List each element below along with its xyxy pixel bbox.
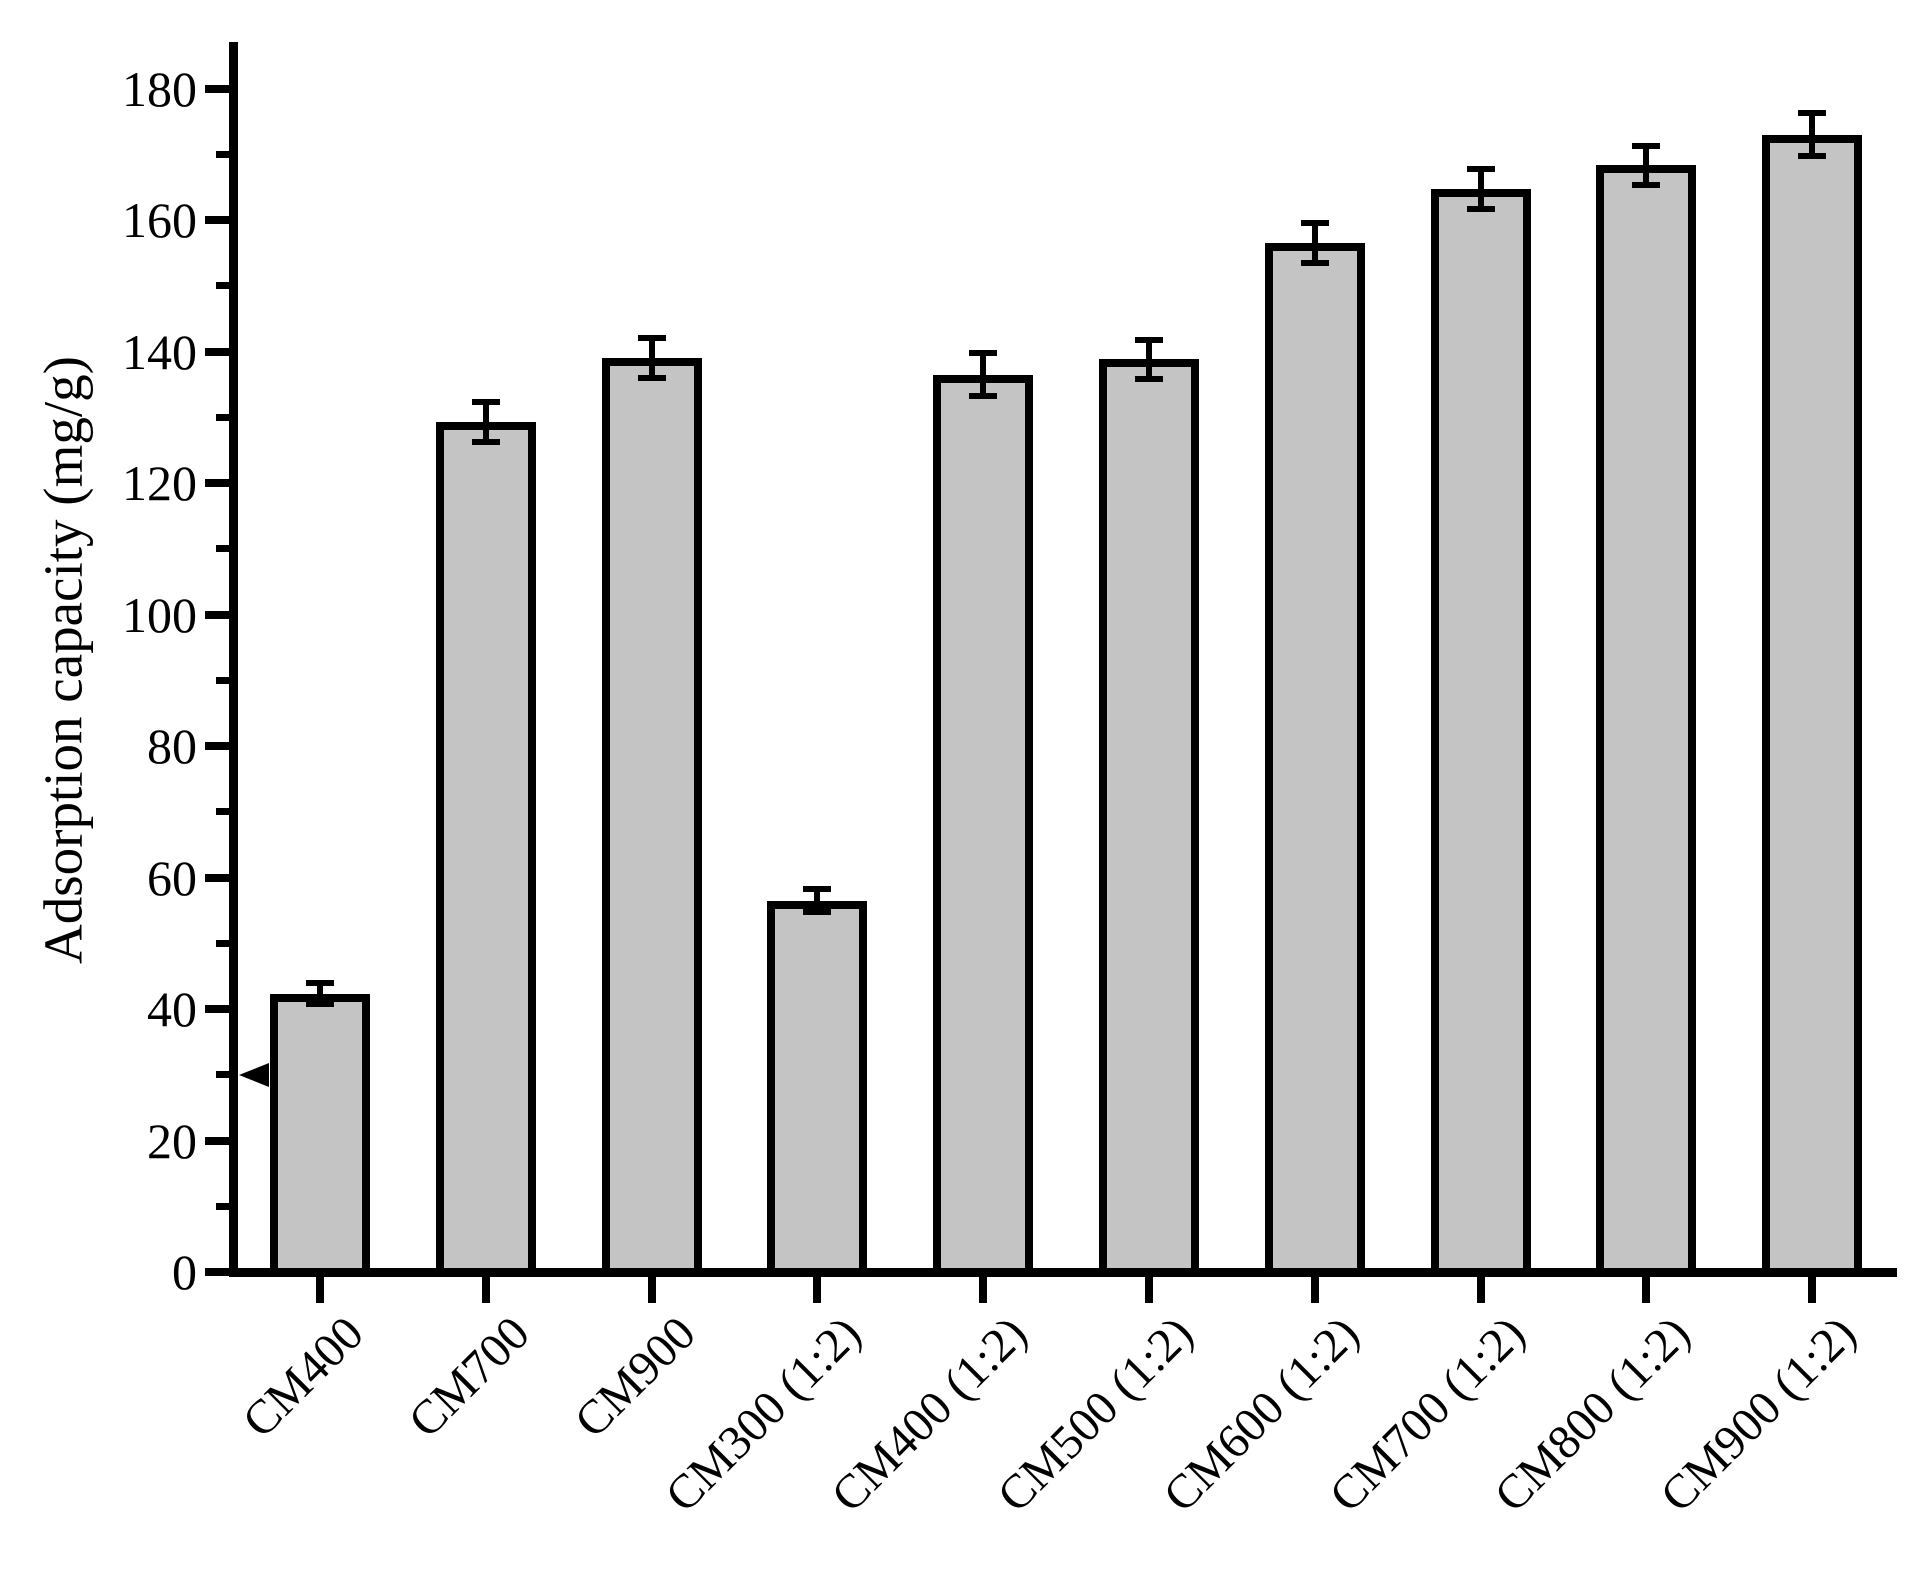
bar	[1264, 243, 1365, 1276]
y-minor-tick	[216, 282, 229, 290]
x-tick	[1476, 1277, 1485, 1303]
error-cap-bottom	[471, 438, 500, 445]
error-bar	[482, 402, 489, 442]
x-tick-label: CM700	[398, 1306, 540, 1448]
error-cap-top	[471, 399, 500, 406]
x-axis-line	[229, 1268, 1897, 1277]
bar	[1596, 165, 1697, 1276]
bar	[435, 421, 536, 1276]
y-major-tick	[205, 1136, 229, 1145]
x-tick	[1808, 1277, 1817, 1303]
x-tick	[1145, 1277, 1153, 1303]
y-minor-tick	[216, 1202, 229, 1210]
x-tick-label: CM400	[232, 1306, 375, 1448]
y-major-tick	[205, 1005, 229, 1013]
y-minor-tick	[216, 676, 229, 684]
error-cap-top	[1466, 166, 1495, 173]
x-tick	[316, 1277, 324, 1303]
error-cap-bottom	[1798, 152, 1827, 159]
bar	[1099, 359, 1199, 1276]
error-bar	[1809, 113, 1816, 156]
error-cap-bottom	[1632, 182, 1661, 189]
y-tick-label: 20	[147, 1112, 197, 1169]
y-tick-label: 80	[147, 718, 197, 774]
left-arrow-marker	[239, 1062, 269, 1087]
y-tick-label: 160	[122, 192, 197, 248]
error-cap-top	[1135, 336, 1163, 343]
bar	[1762, 134, 1863, 1276]
y-major-tick	[205, 479, 229, 487]
error-cap-bottom	[803, 908, 832, 915]
error-cap-bottom	[637, 374, 666, 381]
y-major-tick	[205, 1268, 229, 1276]
error-bar	[980, 353, 987, 396]
x-tick	[1310, 1277, 1319, 1303]
bar	[270, 993, 370, 1276]
y-major-tick	[205, 610, 229, 619]
bar	[601, 358, 702, 1276]
error-cap-bottom	[1135, 376, 1163, 383]
x-tick	[481, 1277, 490, 1303]
error-cap-top	[1300, 219, 1329, 226]
y-tick-label: 120	[122, 455, 197, 511]
error-bar	[1311, 222, 1318, 264]
x-tick	[979, 1277, 988, 1303]
y-minor-tick	[216, 545, 229, 553]
y-minor-tick	[216, 1071, 229, 1079]
y-minor-tick	[216, 808, 229, 816]
error-cap-top	[1632, 142, 1661, 149]
y-axis-line	[229, 42, 238, 1277]
error-cap-top	[969, 350, 998, 357]
bar	[767, 900, 868, 1276]
y-minor-tick	[216, 939, 229, 947]
error-cap-bottom	[1466, 205, 1495, 212]
y-tick-label: 180	[122, 60, 197, 117]
y-tick-label: 60	[147, 849, 197, 906]
bar	[1430, 189, 1531, 1276]
y-major-tick	[205, 742, 229, 750]
error-bar	[648, 338, 655, 378]
error-cap-top	[306, 980, 334, 987]
y-major-tick	[205, 873, 229, 882]
y-major-tick	[205, 216, 229, 224]
error-bar	[814, 889, 821, 912]
y-tick-label: 40	[147, 981, 197, 1037]
error-bar	[1146, 339, 1152, 380]
error-cap-top	[1798, 110, 1827, 117]
x-tick	[647, 1277, 656, 1303]
y-major-tick	[205, 84, 229, 93]
error-bar	[1643, 145, 1650, 186]
y-tick-label: 140	[122, 323, 197, 380]
error-cap-top	[803, 886, 832, 893]
bar	[933, 374, 1034, 1276]
y-minor-tick	[216, 413, 229, 421]
error-cap-bottom	[306, 1001, 334, 1008]
x-tick	[813, 1277, 822, 1303]
y-tick-label: 0	[172, 1244, 197, 1300]
y-tick-label: 100	[122, 586, 197, 643]
error-bar	[317, 983, 323, 1005]
error-cap-bottom	[1300, 260, 1329, 267]
x-tick-label: CM900	[564, 1306, 706, 1448]
x-tick	[1642, 1277, 1651, 1303]
error-bar	[1477, 169, 1484, 209]
y-minor-tick	[216, 150, 229, 158]
y-major-tick	[205, 347, 229, 356]
error-cap-bottom	[969, 392, 998, 399]
error-cap-top	[637, 335, 666, 342]
